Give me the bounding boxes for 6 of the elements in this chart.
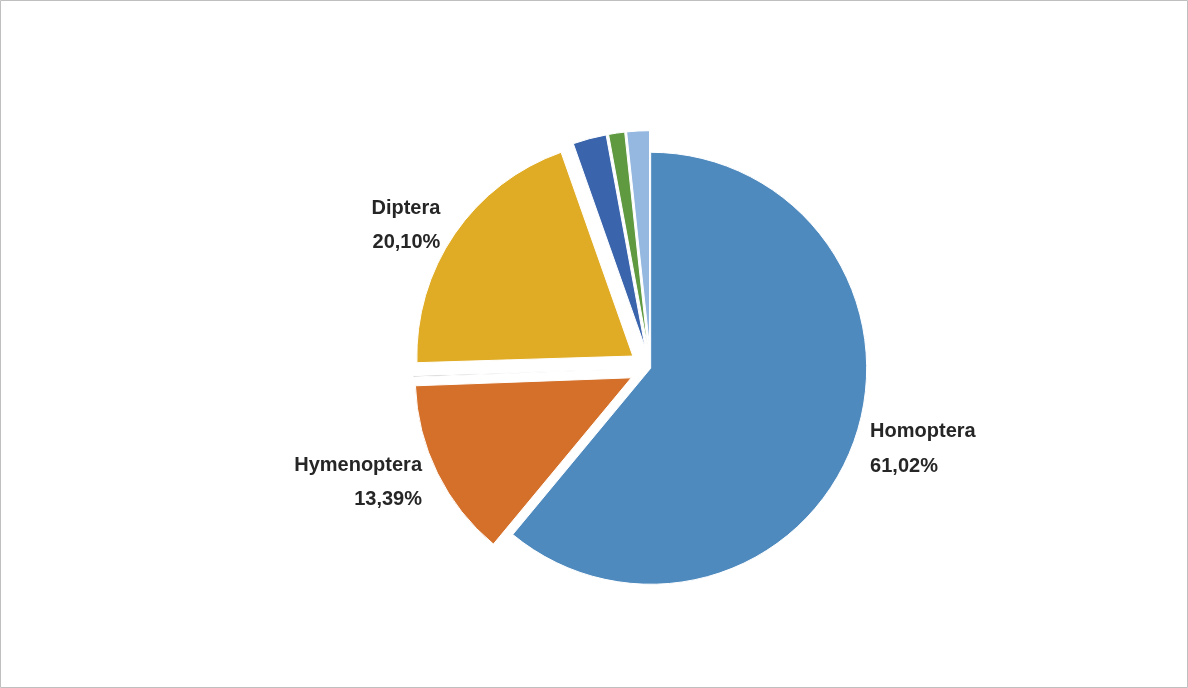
data-label: 20,10% [372, 230, 441, 253]
data-label: 61,02% [870, 453, 939, 476]
data-label: 13,39% [354, 487, 423, 510]
slice-label: Hymenoptera [294, 452, 423, 475]
slice-label: Homoptera [870, 419, 977, 442]
slice-label: Diptera [371, 195, 442, 218]
